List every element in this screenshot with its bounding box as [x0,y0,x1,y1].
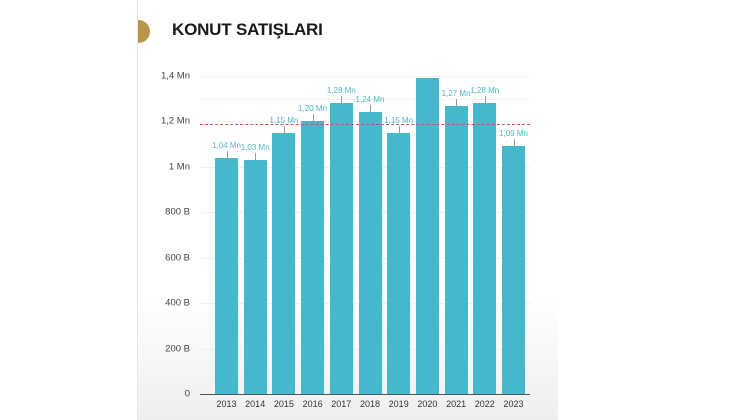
y-axis-tick-label: 1,4 Mn [160,70,190,82]
average-reference-line [200,123,530,125]
x-axis-tick-label: 2019 [388,399,409,409]
y-axis-tick-label: 1,2 Mn [160,115,190,127]
y-axis-tick-label: 800 B [165,206,190,218]
page-title: KONUT SATIŞLARI [172,20,323,39]
data-label: 1,15 Mn [269,115,299,125]
bar-2021[interactable] [444,105,468,394]
x-axis-tick-label: 2017 [331,399,352,409]
y-axis-tick-label: 1 Mn [168,161,190,173]
y-axis-tick-label: 200 B [165,343,190,355]
data-label-leader [312,114,314,122]
data-label-leader [484,96,486,104]
bar-2014[interactable] [243,160,267,394]
data-label-leader [456,98,458,106]
data-label: 1,28 Mn [470,86,500,96]
data-label-leader [283,125,285,133]
data-label-leader [226,150,228,158]
data-label: 1,20 Mn [298,104,328,114]
data-label-leader [255,153,257,161]
bar-2020[interactable] [415,78,439,394]
y-axis-tick-label: 0 [184,388,190,400]
section-accent-marker [138,20,150,43]
bar-2018[interactable] [358,112,382,394]
data-label: 1,09 Mn [499,129,528,139]
x-axis-tick-label: 2015 [273,399,294,409]
data-label: 1,27 Mn [441,88,471,98]
bar-2019[interactable] [387,132,411,394]
data-label-leader [341,96,343,104]
x-axis-tick-label: 2021 [446,399,467,409]
x-axis-tick-label: 2016 [302,399,323,409]
bar-2022[interactable] [473,103,497,394]
x-axis-tick-label: 2023 [503,399,524,409]
data-label: 1,03 Mn [240,143,270,153]
bar-2013[interactable] [215,157,238,394]
x-axis-tick-label: 2020 [417,399,438,409]
y-axis-tick-label: 400 B [165,297,190,309]
bar-2016[interactable] [301,121,325,394]
left-divider [137,0,138,420]
data-label-leader [513,139,515,147]
x-axis-tick-label: 2014 [245,399,266,409]
data-label: 1,04 Mn [212,140,241,150]
data-label: 1,15 Mn [384,115,414,125]
y-axis-tick-label: 600 B [165,252,190,264]
x-axis-tick-label: 2018 [359,399,381,409]
data-label: 1,28 Mn [326,86,356,96]
bar-2017[interactable] [329,103,353,394]
bar-2015[interactable] [272,132,296,394]
gridline [200,98,530,100]
data-label-leader [398,125,400,133]
data-label: 1,24 Mn [355,95,385,105]
x-axis-tick-label: 2022 [474,399,495,409]
data-label-leader [370,105,371,113]
x-axis-line [200,394,530,395]
bar-2023[interactable] [502,146,525,394]
gridline [200,76,530,77]
x-axis-tick-label: 2013 [216,399,237,409]
